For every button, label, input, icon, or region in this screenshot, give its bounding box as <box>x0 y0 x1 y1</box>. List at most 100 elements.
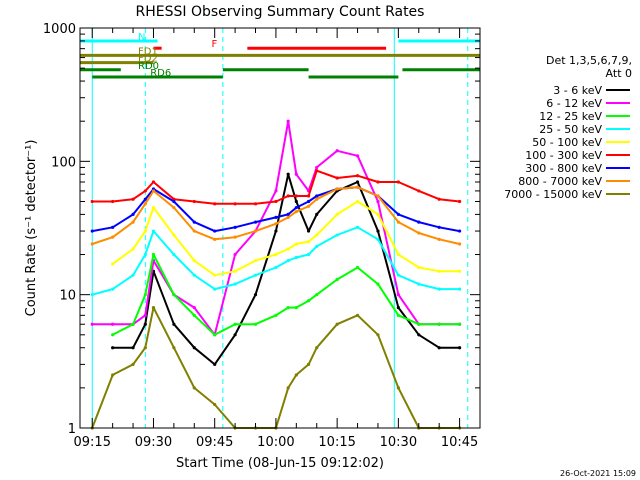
series-line-7 <box>91 186 460 245</box>
series-point-7-18 <box>396 220 400 224</box>
series-point-1-11 <box>286 119 290 123</box>
series-point-4-10 <box>274 252 278 257</box>
series-point-3-19 <box>417 282 421 286</box>
series-point-7-12 <box>294 209 298 214</box>
series-point-3-12 <box>294 255 298 260</box>
series-line-5 <box>92 169 460 205</box>
series-point-6-12 <box>294 205 298 210</box>
series-point-7-9 <box>253 229 258 233</box>
series-point-3-7 <box>213 287 217 291</box>
x-tick-label-6: 10:45 <box>441 435 478 450</box>
series-point-4-3 <box>143 229 147 233</box>
series-point-3-21 <box>457 287 462 291</box>
series-point-2-3 <box>143 293 147 297</box>
series-point-1-6 <box>192 305 196 310</box>
series-point-0-16 <box>355 180 360 184</box>
series-point-8-14 <box>315 346 319 350</box>
series-point-4-18 <box>396 252 400 257</box>
series-point-4-14 <box>315 233 319 237</box>
series-point-2-14 <box>315 293 319 297</box>
series-point-2-20 <box>437 322 441 326</box>
flag-label-rd0: RD0 <box>138 61 159 72</box>
series-point-3-5 <box>172 252 176 257</box>
series-point-0-17 <box>376 229 380 233</box>
series-point-3-9 <box>253 273 258 277</box>
series-point-6-19 <box>417 220 421 224</box>
series-point-7-14 <box>315 197 319 201</box>
series-point-7-5 <box>172 205 176 210</box>
series-point-2-11 <box>286 305 290 310</box>
series-point-2-7 <box>213 333 217 337</box>
series-point-5-4 <box>151 180 156 184</box>
legend-label-4: 50 - 100 keV <box>532 136 602 149</box>
legend-label-6: 300 - 800 keV <box>525 162 602 175</box>
series-point-6-3 <box>143 197 147 201</box>
flag-label-rd6: RD6 <box>150 68 171 79</box>
series-point-2-8 <box>233 322 237 326</box>
series-point-5-3 <box>143 189 147 193</box>
series-point-4-19 <box>417 265 421 270</box>
series-point-6-13 <box>306 199 311 204</box>
legend-label-1: 6 - 12 keV <box>546 97 602 110</box>
x-tick-label-3: 10:00 <box>257 435 294 450</box>
series-point-2-19 <box>417 322 421 326</box>
series-point-2-18 <box>396 313 400 317</box>
legend-header-line2: Att 0 <box>606 67 632 80</box>
series-point-3-13 <box>306 252 311 257</box>
y-axis-ticks: 1 10 100 1000 <box>43 22 480 437</box>
series-point-5-13 <box>306 194 311 198</box>
series-point-4-1 <box>111 262 115 266</box>
series-point-0-3 <box>143 322 147 326</box>
timestamp: 26-Oct-2021 15:09 <box>560 469 636 478</box>
series-point-7-2 <box>131 220 135 224</box>
series-point-7-19 <box>417 231 421 235</box>
series-point-4-2 <box>131 247 135 251</box>
series-point-7-7 <box>213 237 217 241</box>
series-point-8-4 <box>151 305 156 310</box>
series-point-1-1 <box>111 322 115 326</box>
series-point-3-8 <box>233 282 237 286</box>
series-point-2-9 <box>253 322 258 326</box>
series-point-8-17 <box>376 333 380 337</box>
flag-label-n: N <box>138 32 145 43</box>
series-point-8-6 <box>192 386 196 390</box>
series-point-5-18 <box>396 180 400 184</box>
series-point-0-11 <box>286 172 290 176</box>
legend-label-5: 100 - 300 keV <box>525 149 602 162</box>
series-point-4-17 <box>376 212 380 216</box>
series-point-5-8 <box>233 202 237 206</box>
series-point-4-4 <box>151 205 156 210</box>
series-point-8-12 <box>294 373 298 377</box>
series-point-6-1 <box>111 225 115 229</box>
series-point-6-9 <box>253 220 258 224</box>
legend-label-3: 25 - 50 keV <box>539 123 602 136</box>
series-point-2-4 <box>151 252 156 257</box>
series-point-6-5 <box>172 199 176 204</box>
series-point-3-11 <box>286 259 290 263</box>
series-point-5-15 <box>335 176 339 180</box>
series-point-8-3 <box>143 346 147 350</box>
series-point-5-11 <box>286 194 290 198</box>
series-point-1-12 <box>294 172 298 176</box>
series-point-7-6 <box>192 229 196 233</box>
legend-label-2: 12 - 25 keV <box>539 110 602 123</box>
series-point-7-15 <box>335 187 339 191</box>
series-point-2-1 <box>111 333 115 337</box>
series-point-1-17 <box>376 199 380 204</box>
series-point-6-6 <box>192 220 196 224</box>
series-point-7-11 <box>286 215 290 219</box>
series-point-3-1 <box>111 287 115 291</box>
series-point-6-7 <box>213 229 217 233</box>
series-point-0-21 <box>457 346 462 350</box>
series-point-2-12 <box>294 305 298 310</box>
series-point-5-21 <box>457 199 462 204</box>
series-point-4-12 <box>294 242 298 246</box>
series-point-0-2 <box>131 346 135 350</box>
series-point-6-18 <box>396 212 400 216</box>
series-line-6 <box>92 186 460 233</box>
series-point-7-20 <box>437 237 441 241</box>
series-point-5-7 <box>213 202 217 206</box>
